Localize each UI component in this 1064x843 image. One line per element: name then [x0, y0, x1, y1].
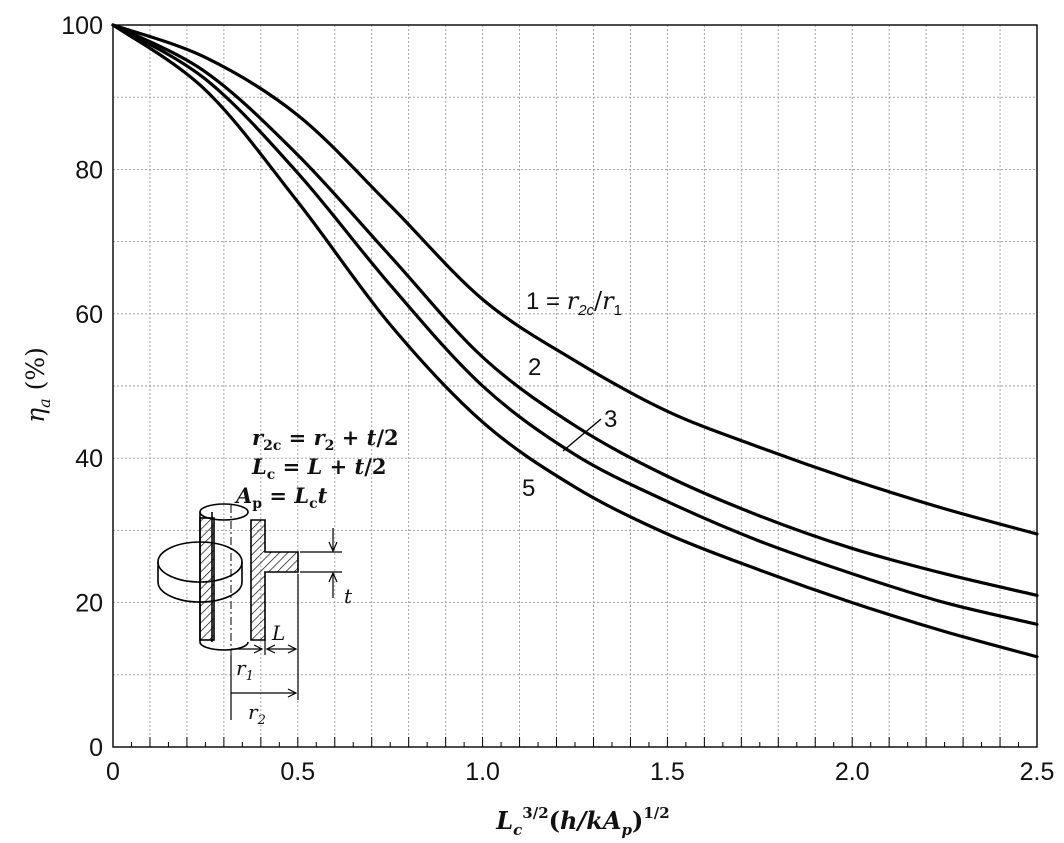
svg-text:Ap = Lct: Ap = Lct: [234, 483, 328, 512]
series-line-3: [111, 23, 1039, 626]
curve-label-3: 3: [604, 406, 617, 433]
x-tick-label: 2.5: [1020, 758, 1055, 786]
series-line-2: [111, 23, 1039, 597]
x-tick-label: 2.0: [835, 758, 870, 786]
x-tick-label: 0.5: [280, 758, 315, 786]
y-tick-label: 60: [75, 301, 103, 329]
curve-label-2: 2: [528, 354, 541, 381]
series-lines: [111, 23, 1039, 659]
svg-text:L: L: [271, 621, 285, 645]
y-tick-label: 40: [75, 445, 103, 473]
x-tick-label: 0: [106, 758, 120, 786]
y-tick-label: 20: [75, 590, 103, 618]
svg-text:r2c = r2 + t/2: r2c = r2 + t/2: [252, 425, 399, 454]
x-axis-label: Lc3/2(h/kAp)1/2: [495, 804, 669, 839]
svg-text:Lc = L + t/2: Lc = L + t/2: [251, 454, 387, 483]
y-tick-label: 80: [75, 156, 103, 184]
x-tick-label: 1.5: [650, 758, 685, 786]
svg-text:r2: r2: [248, 700, 266, 728]
curve-label-3-leader: [562, 418, 602, 452]
svg-text:t: t: [344, 584, 353, 608]
curve-label-5: 5: [522, 475, 535, 502]
y-tick-label: 0: [89, 734, 103, 762]
svg-text:r1: r1: [236, 656, 254, 684]
axis-ticks: 0 0.5 1.0 1.5 2.0 2.5 0 20 40 60 80 100: [61, 12, 1054, 786]
y-axis-label: ηa (%): [21, 347, 54, 423]
series-line-4: [111, 23, 1039, 659]
curve-label-1: 1 = r2c/r1: [526, 287, 622, 319]
fin-sketch: [157, 503, 342, 720]
grid: [113, 25, 1037, 747]
inset-equations: r2c = r2 + t/2 Lc = L + t/2 Ap = Lct: [234, 425, 399, 512]
x-tick-label: 1.0: [465, 758, 500, 786]
series-line-1: [111, 23, 1039, 536]
y-tick-label: 100: [61, 12, 103, 40]
